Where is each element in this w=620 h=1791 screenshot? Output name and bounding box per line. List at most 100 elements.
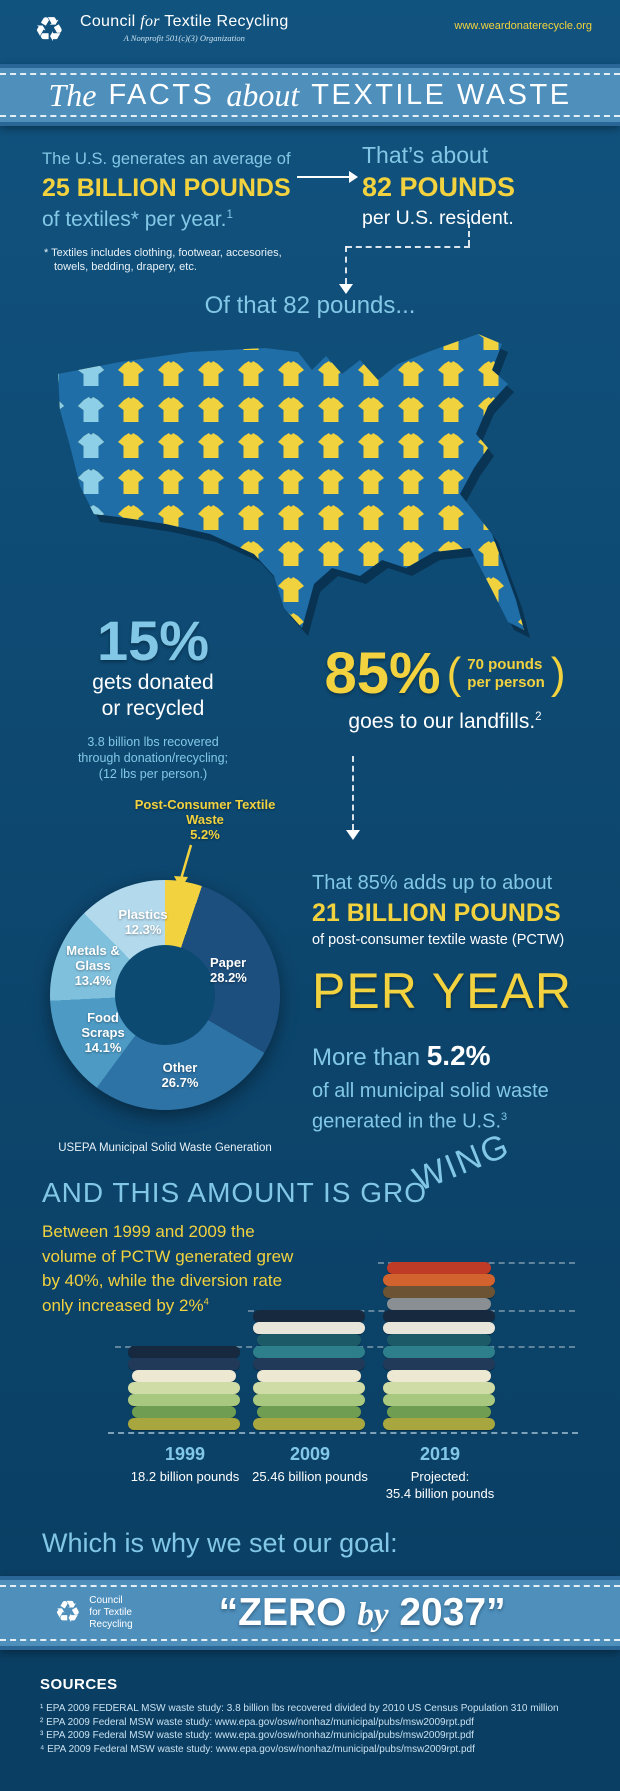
msw-donut-chart: Post-Consumer Textile Waste 5.2% Paper 2… (25, 797, 305, 1135)
landfill-stat: 85% ( 70 pounds per person ) goes to our… (300, 644, 590, 734)
clothes-layer (387, 1262, 491, 1274)
paren-line1: 70 pounds (467, 656, 543, 673)
clothes-layer (383, 1418, 495, 1430)
detail-line3: of post-consumer textile waste (PCTW) (312, 932, 565, 948)
metals-label: Metals & Glass (66, 943, 120, 973)
recycle-icon: ♻ (54, 1596, 82, 1629)
goal-logo-line2: for Textile (89, 1607, 132, 1618)
org-name: Council for Textile Recycling (80, 13, 289, 31)
msw-line1: of all municipal solid waste (312, 1080, 549, 1102)
of-that-82-pounds-label: Of that 82 pounds... (204, 292, 416, 319)
donut-hole (115, 945, 215, 1045)
growing-body-text: Between 1999 and 2009 the volume of PCTW… (42, 1222, 294, 1315)
clothes-stack-2019 (383, 1262, 495, 1430)
donut-label-pctw: Post-Consumer Textile Waste 5.2% (120, 797, 290, 842)
title-word-the: The (48, 76, 97, 113)
donut-label-other: Other 26.7% (130, 1060, 230, 1090)
clothes-layer (253, 1382, 365, 1394)
landfill-percentage: 85% (324, 641, 441, 706)
title-word-facts: FACTS (108, 78, 215, 111)
source-item-4: ⁴ EPA 2009 Federal MSW waste study: www.… (40, 1743, 475, 1755)
per-year-label: PER YEAR (312, 963, 572, 1019)
clothes-layer (257, 1406, 361, 1418)
title-banner: The FACTS about TEXTILE WASTE (0, 64, 620, 126)
website-link[interactable]: www.weardonaterecycle.org (454, 20, 592, 32)
goal-quote-close: 2037” (388, 1591, 506, 1634)
dashed-arrow-segment (346, 246, 470, 248)
goal-lead: Which is why we set our goal: (42, 1528, 398, 1558)
landfill-line: goes to our landfills.2 (300, 710, 590, 734)
per-resident-line3: per U.S. resident. (362, 207, 514, 229)
footnote-ref-1: 1 (226, 209, 233, 221)
year-label-2009: 2009 (289, 1444, 331, 1464)
plastics-pct: 12.3% (124, 922, 162, 937)
clothes-layer (132, 1370, 236, 1382)
clothes-layer (383, 1346, 495, 1358)
donut-label-metals-glass: Metals & Glass 13.4% (53, 943, 133, 988)
intro-line3-text: of textiles* per year. (42, 208, 227, 231)
other-label: Other (162, 1060, 198, 1075)
plastics-label: Plastics (118, 907, 168, 922)
donut-label-plastics: Plastics 12.3% (101, 907, 185, 937)
growing-title: AND THIS AMOUNT IS GROWING (42, 1126, 528, 1211)
dashed-arrow-segment (468, 222, 470, 246)
clothes-layer (128, 1394, 240, 1406)
donut-label-paper: Paper 28.2% (210, 955, 280, 985)
food-pct: 14.1% (84, 1040, 122, 1055)
intro-line2: 25 BILLION POUNDS (42, 174, 291, 202)
more-than-line: More than 5.2% (312, 1040, 604, 1072)
dashed-arrow-head (346, 830, 360, 840)
pctw-per-year-stat: That 85% adds up to about 21 BILLION POU… (312, 872, 604, 1135)
goal-logo-text: Council for Textile Recycling (89, 1595, 132, 1631)
clothes-stack-1999 (128, 1346, 240, 1430)
detail-line1: That 85% adds up to about (312, 872, 553, 894)
landfill-paren-detail: 70 pounds per person (467, 656, 545, 692)
clothes-layer (383, 1286, 495, 1298)
source-item-2: ² EPA 2009 Federal MSW waste study: www.… (40, 1716, 474, 1728)
amount-1999: 18.2 billion pounds (130, 1469, 240, 1484)
source-item-1: ¹ EPA 2009 FEDERAL MSW waste study: 3.8 … (40, 1703, 559, 1714)
clothes-layer (383, 1322, 495, 1334)
clothes-layer (253, 1322, 365, 1334)
paren-open: ( (446, 649, 462, 698)
footnote-ref-4: 4 (203, 1296, 209, 1307)
clothes-layer (387, 1334, 491, 1346)
title-word-subject: TEXTILE WASTE (311, 78, 572, 111)
per-resident-line2: 82 POUNDS (362, 172, 516, 202)
clothes-layer (253, 1346, 365, 1358)
clothes-layer (387, 1370, 491, 1382)
org-name-part2: Textile Recycling (164, 13, 289, 30)
clothes-layer (253, 1310, 365, 1322)
per-resident-line1: That’s about (362, 142, 489, 168)
sources-heading: SOURCES (40, 1676, 118, 1693)
pctw-arrow-icon (174, 844, 193, 889)
year-label-2019: 2019 (419, 1444, 461, 1464)
dashed-arrow-segment (352, 756, 354, 830)
clothes-layer (128, 1382, 240, 1394)
recycle-icon: ♻ (34, 11, 65, 49)
goal-quote: “ZERO by 2037” (219, 1591, 506, 1635)
title-word-about: about (226, 76, 300, 113)
more-than-text: More than (312, 1044, 427, 1071)
msw-line2-text: generated in the U.S. (312, 1110, 502, 1133)
clothes-layer (128, 1346, 240, 1358)
clothes-layer (383, 1310, 495, 1322)
donut-label-food-scraps: Food Scraps 14.1% (67, 1010, 139, 1055)
clothes-layer (132, 1406, 236, 1418)
goal-logo: ♻ Council for Textile Recycling (54, 1595, 132, 1631)
goal-quote-by: by (357, 1597, 389, 1633)
org-logo-text: Council for Textile Recycling A Nonprofi… (80, 13, 289, 43)
growing-title-main: AND THIS AMOUNT IS GRO (42, 1177, 428, 1208)
dashed-arrow-head (339, 284, 353, 294)
us-map-svg (58, 334, 530, 638)
intro-line3: of textiles* per year.1 (42, 208, 291, 232)
detail-line2: 21 BILLION POUNDS (312, 899, 561, 927)
goal-banner: ♻ Council for Textile Recycling “ZERO by… (0, 1576, 620, 1650)
goal-logo-line3: Recycling (89, 1619, 133, 1630)
intro-line1: The U.S. generates an average of (42, 150, 291, 168)
amount-2019-line1: Projected: (410, 1469, 470, 1484)
goal-quote-open: “ZERO (218, 1591, 358, 1634)
msw-line: of all municipal solid waste generated i… (312, 1078, 604, 1135)
paper-label: Paper (210, 955, 247, 970)
